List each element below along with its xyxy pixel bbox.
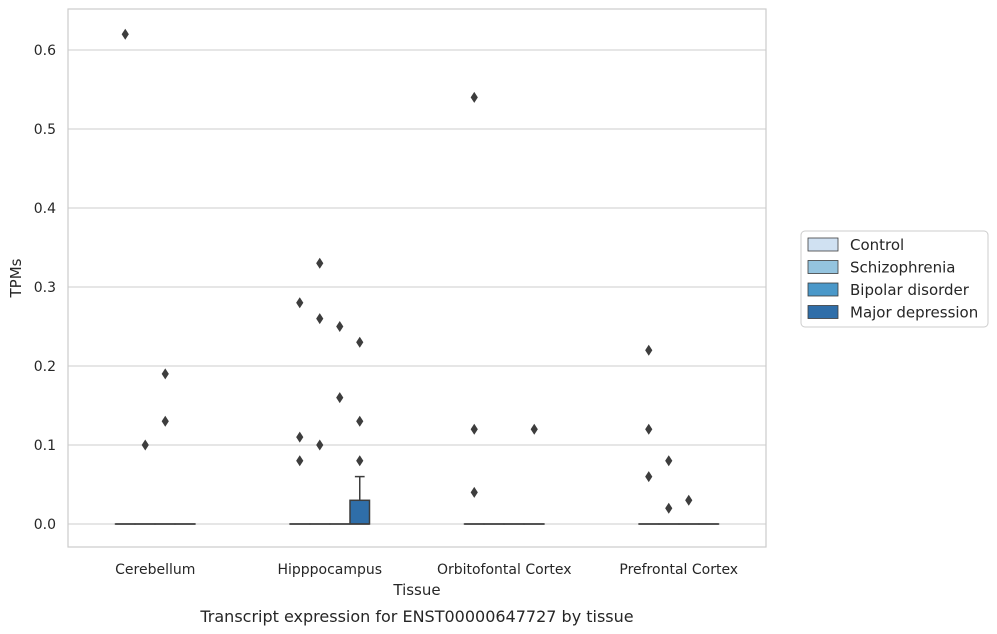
box-3-2 <box>678 494 700 525</box>
legend-label: Control <box>850 236 904 254</box>
legend-label: Bipolar disorder <box>850 281 970 299</box>
outlier-point <box>161 368 169 380</box>
y-tick-label: 0.2 <box>34 359 56 375</box>
y-tick-label: 0.5 <box>34 122 56 138</box>
legend-label: Schizophrenia <box>850 259 955 277</box>
outlier-point <box>121 28 129 40</box>
x-axis-title: Tissue <box>392 581 440 599</box>
outlier-point <box>296 297 304 309</box>
outlier-point <box>316 439 324 451</box>
box-0-2 <box>154 368 176 525</box>
legend-frame <box>800 230 989 328</box>
box-3-1 <box>658 455 680 525</box>
plot-border <box>67 8 767 548</box>
outlier-point <box>316 257 324 269</box>
outlier-point <box>336 321 344 332</box>
outlier-point <box>645 423 653 435</box>
y-tick-label: 0.0 <box>34 517 56 533</box>
x-tick-labels: Cerebellum Hipppocampus Orbitofontal Corte… <box>115 562 738 578</box>
box-0-1 <box>134 439 156 525</box>
y-axis-title: TPMs <box>7 258 25 298</box>
x-tick-label: Prefrontal Cortex <box>619 562 738 578</box>
box-groups <box>114 28 720 525</box>
x-tick-label: Orbitofontal Cortex <box>437 562 572 578</box>
outlier-point <box>645 344 653 356</box>
box-1-1 <box>309 257 331 525</box>
outlier-point <box>470 91 478 103</box>
legend: Control Schizophrenia Bipolar disorder Majo… <box>800 230 989 328</box>
outlier-point <box>530 423 538 435</box>
outlier-point <box>161 415 169 427</box>
legend-swatch <box>807 282 839 297</box>
legend-label: Major depression <box>850 304 978 322</box>
outlier-point <box>356 336 364 348</box>
outlier-point <box>336 392 344 404</box>
outlier-point <box>470 486 478 498</box>
legend-swatch <box>807 305 839 319</box>
y-tick-label: 0.6 <box>34 43 56 59</box>
legend-swatch <box>807 260 839 274</box>
y-tick-label: 0.3 <box>34 280 56 296</box>
outlier-point <box>296 431 304 443</box>
box-body <box>349 499 371 525</box>
outlier-point <box>141 439 149 451</box>
outlier-point <box>470 423 478 435</box>
outlier-point <box>316 313 324 325</box>
outlier-point <box>356 415 364 427</box>
box-2-0 <box>463 91 485 525</box>
box-1-0 <box>289 297 311 525</box>
y-tick-label: 0.4 <box>34 201 56 217</box>
y-tick-labels: 0.0 0.1 0.2 0.3 0.4 0.5 0.6 <box>34 43 56 533</box>
x-tick-label: Hipppocampus <box>277 562 382 578</box>
outlier-point <box>685 494 693 506</box>
box-1-3 <box>349 336 371 525</box>
box-0-0 <box>114 28 136 525</box>
x-tick-label: Cerebellum <box>115 562 195 578</box>
outlier-point <box>296 455 304 467</box>
box-2-3 <box>523 423 545 525</box>
outlier-point <box>665 502 673 514</box>
box-3-0 <box>638 344 660 525</box>
outlier-point <box>645 471 653 483</box>
y-tick-label: 0.1 <box>34 438 56 454</box>
legend-swatch <box>807 237 839 252</box>
plot-frame <box>67 8 767 548</box>
outlier-point <box>665 455 673 467</box>
grid-lines <box>68 49 766 525</box>
box-1-2 <box>329 321 351 525</box>
outlier-point <box>356 455 364 467</box>
chart-caption: Transcript expression for ENST0000064772… <box>199 607 633 626</box>
